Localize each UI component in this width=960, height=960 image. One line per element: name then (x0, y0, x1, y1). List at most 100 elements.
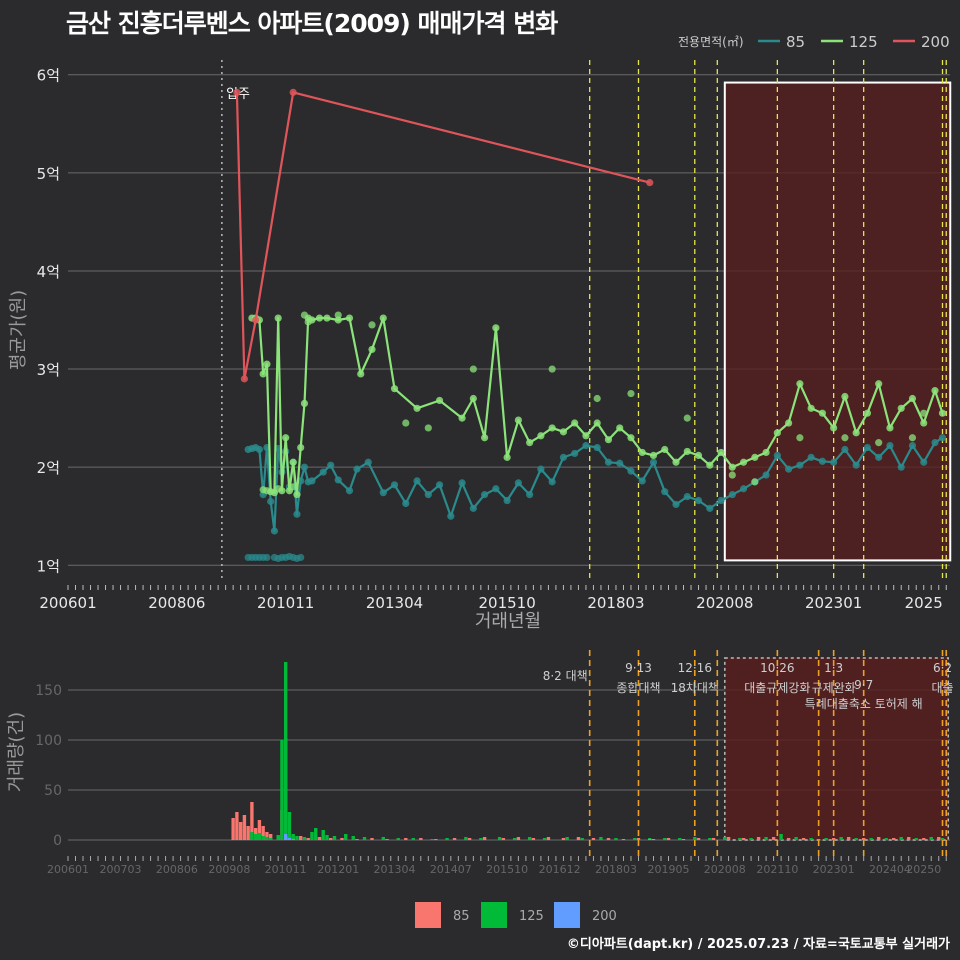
data-point-125 (875, 439, 883, 447)
data-point-125 (728, 471, 736, 479)
data-point-125 (807, 404, 815, 412)
bar-85 (404, 838, 408, 840)
data-point-85 (447, 512, 455, 520)
data-point-85 (841, 445, 849, 454)
bar-85 (681, 839, 686, 840)
data-point-85 (683, 493, 691, 501)
bar-125 (899, 837, 903, 840)
data-point-85 (785, 465, 793, 473)
bar-125 (287, 812, 292, 840)
policy-label: 9·13 (625, 661, 652, 675)
x-tick-label: 201304 (366, 594, 423, 612)
bar-85 (877, 837, 881, 840)
data-point-85 (293, 510, 301, 518)
bar-125 (738, 838, 742, 840)
data-point-85 (863, 443, 872, 452)
bar-125 (321, 830, 325, 840)
data-point-125 (706, 461, 714, 469)
data-point-85 (920, 458, 928, 466)
data-point-125 (293, 491, 301, 499)
legend-swatch-85 (415, 902, 441, 928)
bar-85 (846, 837, 851, 840)
data-point-125 (514, 416, 522, 424)
bar-85 (452, 838, 457, 840)
bar-85 (831, 838, 836, 840)
y-tick-label: 2억 (37, 459, 60, 477)
bar-125 (693, 837, 697, 840)
y-tick-label: 3억 (37, 361, 60, 379)
bar-85 (250, 802, 254, 840)
data-point-125 (841, 434, 849, 442)
x-tick-label: 202008 (704, 863, 746, 876)
bar-85 (696, 838, 701, 840)
y-axis-label: 평균가(원) (8, 290, 29, 370)
bar-85 (355, 839, 359, 840)
bar-85 (419, 838, 423, 840)
bar-85 (892, 838, 896, 840)
x-tick-label: 201407 (430, 863, 472, 876)
data-point-125 (920, 409, 928, 417)
data-point-125 (390, 385, 399, 393)
data-point-85 (402, 499, 410, 508)
data-point-85 (435, 481, 444, 489)
bar-125 (411, 838, 415, 840)
data-point-125 (300, 399, 309, 407)
data-point-125 (537, 432, 545, 440)
data-point-125 (717, 448, 725, 457)
data-point-85 (526, 491, 534, 499)
bar-125 (295, 836, 299, 840)
data-point-125 (357, 370, 365, 378)
data-point-125 (259, 370, 267, 378)
data-point-125 (920, 419, 928, 427)
bar-125 (253, 834, 258, 840)
bar-125 (884, 838, 888, 840)
bar-125 (678, 838, 682, 840)
bar-85 (257, 820, 262, 840)
bar-125 (280, 740, 284, 840)
data-point-85 (649, 458, 658, 466)
data-point-200 (233, 88, 241, 96)
bar-125 (291, 834, 295, 840)
data-point-85 (661, 488, 669, 496)
bar-125 (314, 828, 318, 840)
data-point-125 (289, 483, 297, 491)
bar-85 (238, 822, 243, 840)
bar-85 (546, 837, 551, 840)
data-point-125 (773, 429, 781, 437)
policy-label: 8·2 대책 (543, 668, 588, 683)
data-point-125 (908, 434, 917, 442)
bar-125 (929, 837, 933, 840)
bar-85 (299, 836, 303, 840)
bar-125 (940, 838, 945, 840)
data-point-125 (492, 324, 500, 332)
data-point-125 (593, 394, 601, 403)
data-point-85 (571, 449, 579, 458)
bar-125 (497, 837, 502, 840)
bar-85 (370, 838, 374, 840)
bar-125 (351, 836, 355, 840)
legend-label-125: 125 (849, 33, 878, 51)
y-tick-label: 1억 (37, 557, 60, 575)
bar-85 (651, 839, 656, 840)
data-point-125 (938, 409, 947, 417)
bar-125 (310, 832, 314, 840)
bar-125 (512, 838, 517, 840)
data-point-85 (908, 441, 917, 450)
policy-label: 1·3 (824, 661, 843, 675)
policy-label: 10·26 (760, 661, 794, 675)
data-point-85 (938, 434, 947, 442)
bar-85 (242, 815, 247, 840)
highlight-box (723, 81, 952, 562)
bar-85 (666, 838, 671, 840)
bar-125 (723, 837, 727, 840)
x-tick-label: 200806 (148, 594, 205, 612)
bar-125 (381, 837, 385, 840)
bar-125 (914, 838, 918, 840)
data-point-125 (751, 478, 759, 486)
data-point-125 (852, 429, 860, 437)
data-point-125 (526, 439, 534, 447)
data-point-125 (683, 414, 691, 422)
bar-85 (636, 838, 641, 840)
x-tick-label: 201510 (486, 863, 528, 876)
source-footer: ©디아파트(dapt.kr) / 2025.07.23 / 자료=국토교통부 실… (566, 937, 950, 952)
